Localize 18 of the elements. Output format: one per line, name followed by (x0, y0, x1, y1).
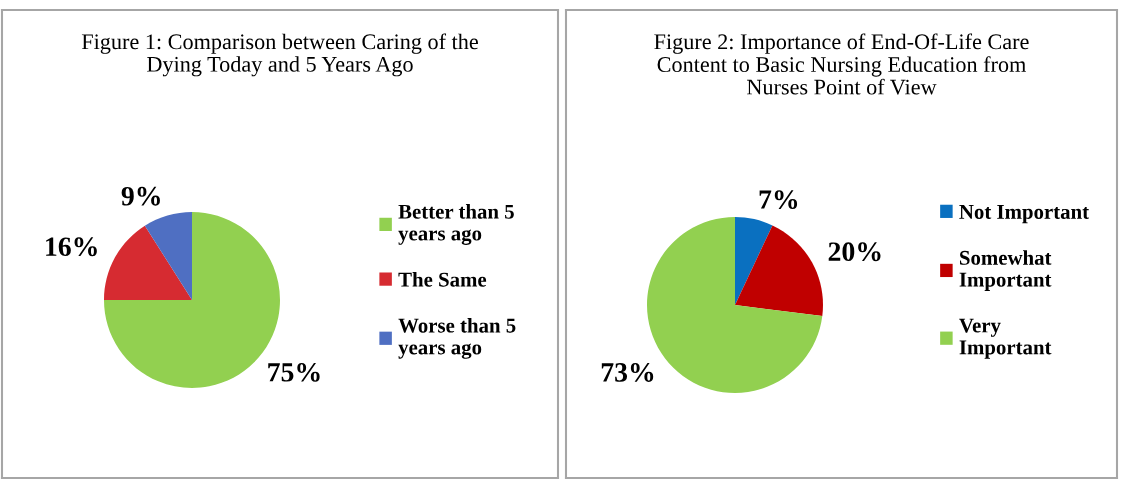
chart-title: Figure 2: Importance of End-Of-Life Care Content to Basic Nursing Education from Nurses Point of View (654, 33, 1029, 95)
data-label: 16% (46, 237, 97, 257)
legend-label: Very Important (959, 318, 1052, 359)
data-label: 73% (601, 363, 654, 382)
pie-slice (735, 225, 823, 317)
data-label: 9% (121, 186, 160, 206)
legend-label: Better than 5 years ago (398, 204, 514, 245)
pie-slice (104, 225, 192, 300)
data-label: 20% (828, 242, 881, 262)
chart-title: Figure 1: Comparison between Caring of the Dying Today and 5 Years Ago (81, 33, 478, 77)
legend-label: Somewhat Important (959, 250, 1052, 291)
data-label: 75% (268, 362, 320, 382)
legend-label: Not Important (959, 205, 1089, 224)
legend-label: Worse than 5 years ago (398, 317, 516, 359)
data-label: 7% (759, 190, 798, 209)
pie-slice (735, 217, 773, 305)
legend-label: The Same (398, 271, 487, 287)
pie-slice (144, 212, 192, 300)
